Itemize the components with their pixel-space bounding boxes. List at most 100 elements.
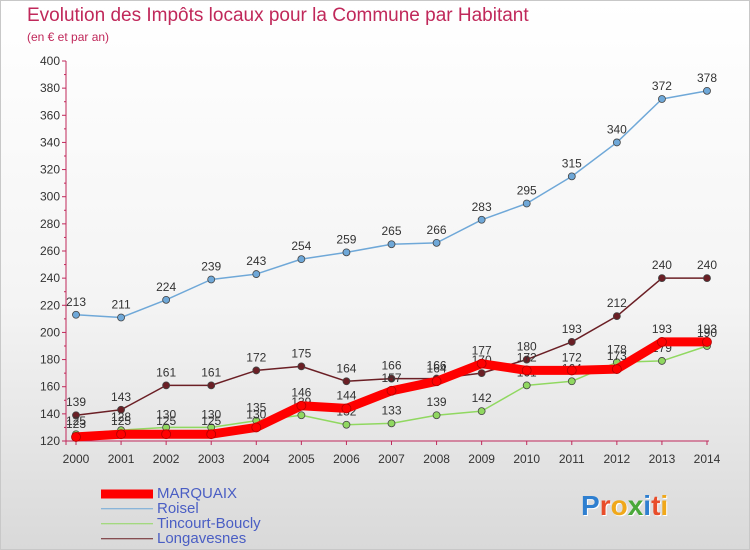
x-tick-label: 2010 (513, 452, 540, 466)
data-point-tincourt-boucly (522, 381, 531, 390)
data-label-marquaix: 172 (562, 350, 582, 364)
page-subtitle: (en € et par an) (27, 30, 110, 44)
data-point-tincourt-boucly (387, 419, 396, 428)
data-label-marquaix: 172 (517, 350, 537, 364)
data-point-longavesnes (342, 377, 351, 386)
data-label-marquaix: 146 (291, 386, 311, 400)
data-point-marquaix (71, 432, 81, 442)
data-label-roisel: 315 (562, 156, 582, 170)
data-point-roisel (297, 255, 306, 264)
x-tick-label: 2006 (333, 452, 360, 466)
data-point-marquaix (116, 429, 126, 440)
data-point-marquaix (341, 403, 352, 414)
proxiti-logo: Proxiti (581, 490, 668, 522)
data-point-roisel (522, 199, 531, 208)
data-label-marquaix: 125 (156, 414, 176, 428)
data-label-tincourt-boucly: 130 (156, 407, 176, 421)
legend-label-roisel: Roisel (157, 500, 199, 517)
data-point-roisel (477, 215, 486, 224)
data-point-marquaix (611, 364, 622, 374)
y-tick-label: 360 (40, 108, 60, 122)
data-point-longavesnes (162, 381, 171, 390)
x-tick-label: 2011 (559, 452, 585, 466)
data-label-marquaix: 177 (472, 344, 492, 358)
y-tick-label: 180 (40, 353, 60, 367)
logo-letter: P (581, 490, 600, 521)
y-tick-label: 340 (40, 135, 60, 149)
y-tick-label: 200 (40, 325, 60, 339)
page-title: Evolution des Impôts locaux pour la Comm… (27, 5, 529, 26)
data-label-longavesnes: 143 (111, 390, 131, 404)
data-point-marquaix (476, 358, 487, 369)
data-point-tincourt-boucly (658, 357, 666, 365)
data-point-roisel (658, 95, 666, 103)
y-tick-label: 300 (40, 190, 60, 204)
data-label-marquaix: 193 (652, 322, 672, 336)
data-label-marquaix: 164 (427, 361, 447, 375)
data-label-roisel: 265 (381, 224, 401, 238)
data-point-roisel (72, 310, 80, 319)
data-label-tincourt-boucly: 139 (427, 395, 447, 409)
data-point-longavesnes (252, 366, 261, 375)
legend-swatch-tincourt-boucly (101, 522, 153, 525)
data-point-tincourt-boucly (297, 411, 306, 420)
logo-letter: i (660, 490, 669, 521)
data-label-longavesnes: 175 (291, 346, 311, 360)
data-point-roisel (432, 238, 441, 247)
y-tick-label: 160 (40, 380, 60, 394)
legend-item-marquaix: MARQUAIX (101, 486, 361, 501)
data-label-roisel: 378 (697, 71, 717, 85)
logo-letter: r (599, 490, 611, 521)
data-point-marquaix (431, 376, 442, 387)
data-label-roisel: 239 (201, 260, 221, 274)
data-point-tincourt-boucly (567, 377, 576, 386)
data-point-marquaix (521, 365, 532, 376)
data-point-tincourt-boucly (477, 407, 486, 416)
data-label-marquaix: 157 (381, 371, 401, 385)
legend-swatch-marquaix (101, 489, 153, 498)
legend: MARQUAIX Roisel Tincourt-Boucly Longaves… (101, 486, 361, 546)
data-label-roisel: 372 (652, 79, 672, 93)
data-point-longavesnes (297, 362, 306, 371)
data-point-tincourt-boucly (342, 420, 351, 429)
data-point-roisel (567, 172, 576, 181)
data-label-longavesnes: 166 (381, 359, 401, 373)
logo-letter: o (610, 490, 628, 521)
data-label-roisel: 283 (472, 200, 492, 214)
data-label-tincourt-boucly: 125 (66, 414, 86, 428)
data-label-roisel: 213 (66, 295, 86, 309)
data-label-marquaix: 144 (336, 388, 356, 402)
logo-letter: x (627, 490, 644, 521)
data-label-longavesnes: 240 (697, 258, 717, 272)
x-tick-label: 2005 (288, 452, 315, 466)
data-label-longavesnes: 166 (427, 359, 447, 373)
x-tick-label: 2014 (694, 452, 721, 466)
data-label-longavesnes: 172 (246, 350, 266, 364)
data-label-roisel: 243 (246, 254, 266, 268)
data-point-longavesnes (117, 405, 125, 414)
data-point-longavesnes (522, 355, 531, 364)
data-point-marquaix (161, 429, 172, 440)
data-label-marquaix: 173 (607, 349, 627, 363)
data-label-longavesnes: 161 (156, 365, 176, 379)
data-point-roisel (252, 270, 261, 278)
y-tick-label: 280 (40, 217, 60, 231)
logo-letter: t (651, 490, 661, 521)
data-label-longavesnes: 139 (66, 395, 86, 409)
x-tick-label: 2003 (198, 452, 225, 466)
data-label-roisel: 211 (112, 298, 131, 312)
data-point-roisel (207, 275, 216, 284)
logo-letter: i (643, 490, 652, 521)
legend-item-roisel: Roisel (101, 501, 361, 516)
data-point-marquaix (702, 337, 712, 347)
data-label-longavesnes: 193 (562, 322, 582, 336)
y-tick-label: 380 (40, 81, 60, 95)
data-label-tincourt-boucly: 142 (472, 391, 492, 405)
y-tick-label: 320 (40, 163, 60, 177)
data-label-longavesnes: 161 (201, 365, 221, 379)
data-point-longavesnes (477, 369, 486, 378)
y-tick-label: 220 (40, 298, 60, 312)
data-point-longavesnes (612, 312, 621, 321)
